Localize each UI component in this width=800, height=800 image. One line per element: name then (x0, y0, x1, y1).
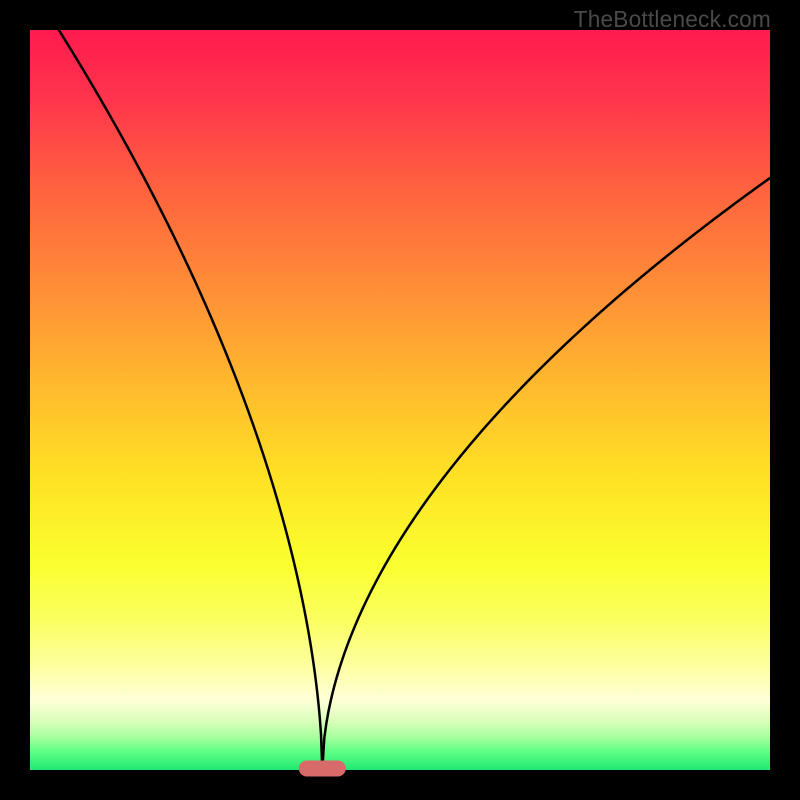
figure: TheBottleneck.com (0, 0, 800, 800)
minimum-marker (30, 30, 770, 770)
watermark-text: TheBottleneck.com (574, 6, 771, 33)
plot-area (30, 30, 770, 770)
minimum-marker-pill (299, 761, 346, 777)
